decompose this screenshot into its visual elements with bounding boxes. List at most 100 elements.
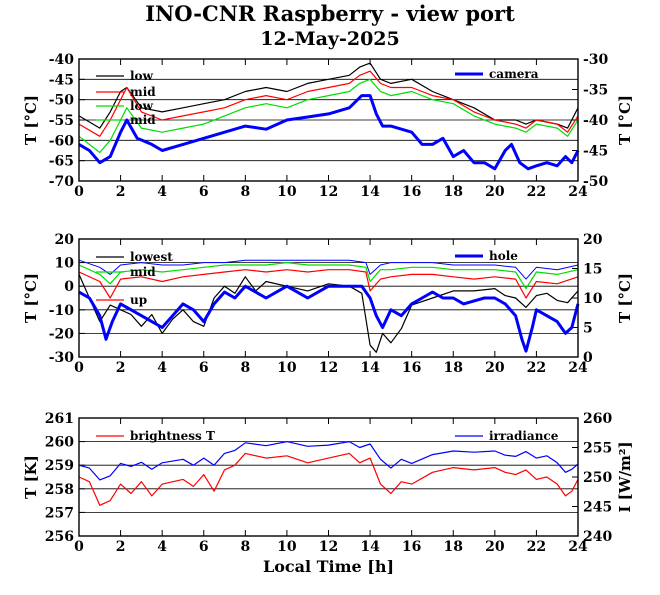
y-tick-label-right: 240 (583, 529, 612, 545)
y-tick-label-right: -40 (583, 113, 609, 129)
y-axis-label-left: T [°C] (22, 95, 40, 145)
y-tick-label-left: -65 (49, 154, 74, 170)
x-tick-label: 2 (116, 360, 126, 376)
y-tick-label-left: -55 (49, 113, 74, 129)
legend-label: brightness T (130, 429, 215, 443)
x-tick-label: 2 (116, 184, 126, 200)
y-tick-label-right: 250 (583, 470, 612, 486)
y-axis-label-right: T [°C] (616, 273, 634, 323)
x-tick-label: 0 (74, 360, 84, 376)
x-tick-label: 4 (157, 184, 167, 200)
y-axis-label-right: I [W/m²] (616, 441, 634, 512)
y-tick-label-right: -30 (583, 52, 609, 68)
y-tick-label-left: -20 (49, 326, 75, 342)
series-line-brightness T (78, 452, 579, 506)
panel-top: -70-65-60-55-50-45-40-50-45-40-35-300 2 4 6… (22, 52, 634, 200)
legend-label: hole (489, 249, 518, 263)
x-tick-label: 22 (527, 184, 546, 200)
x-tick-label: 24 (568, 360, 588, 376)
series-line-up (78, 269, 579, 299)
x-tick-label: 8 (240, 184, 250, 200)
y-axis-label-left: T [°C] (22, 273, 40, 323)
x-tick-label: 16 (402, 539, 421, 555)
series-line-unnamed (78, 259, 579, 280)
x-tick-label: 6 (199, 360, 209, 376)
series-line-camera (78, 94, 580, 171)
legend-label: low (130, 69, 154, 83)
y-tick-label-left: 260 (45, 435, 74, 451)
x-tick-label: 20 (485, 184, 505, 200)
y-tick-label-right: 245 (583, 500, 612, 516)
y-tick-label-left: -50 (49, 93, 75, 109)
x-tick-label: 0 (74, 539, 84, 555)
x-tick-label: 16 (402, 184, 421, 200)
series-line-hole (78, 284, 580, 353)
legend-label: low (130, 99, 154, 113)
legend-label: lowest (130, 250, 173, 264)
y-tick-label-left: 258 (45, 482, 74, 498)
x-tick-label: 14 (360, 184, 380, 200)
y-tick-label-right: 5 (583, 321, 593, 337)
x-tick-label: 8 (240, 539, 250, 555)
x-tick-label: 6 (199, 539, 209, 555)
x-tick-label: 16 (402, 360, 421, 376)
y-tick-label-left: -70 (49, 174, 75, 190)
chart-title: INO-CNR Raspberry - view port (145, 1, 515, 26)
x-tick-label: 4 (157, 360, 167, 376)
legend-label: mid (130, 265, 156, 279)
y-tick-label-right: 0 (583, 350, 593, 366)
x-tick-label: 24 (568, 539, 588, 555)
y-tick-label-right: -45 (583, 144, 608, 160)
series-line-lowest (78, 274, 579, 353)
series-line-low (78, 62, 579, 129)
series-line-mid (78, 262, 579, 290)
y-tick-label-left: 10 (55, 256, 75, 272)
y-tick-label-right: -35 (583, 83, 608, 99)
y-tick-label-left: 0 (64, 279, 74, 295)
x-tick-label: 14 (360, 539, 380, 555)
plot-frame (78, 58, 579, 182)
x-tick-label: 14 (360, 360, 380, 376)
y-axis-label-right: T [°C] (616, 95, 634, 145)
y-tick-label-left: -45 (49, 72, 74, 88)
x-tick-label: 8 (240, 360, 250, 376)
x-tick-label: 12 (319, 360, 338, 376)
chart-subtitle: 12-May-2025 (260, 28, 400, 50)
x-tick-label: 22 (527, 539, 546, 555)
x-tick-label: 2 (116, 539, 126, 555)
x-tick-label: 20 (485, 360, 505, 376)
x-tick-label: 18 (444, 360, 463, 376)
legend-label: mid (130, 85, 156, 99)
x-tick-label: 10 (277, 360, 297, 376)
y-tick-label-right: 10 (583, 291, 603, 307)
x-tick-label: 10 (277, 539, 297, 555)
x-axis-label: Local Time [h] (263, 557, 394, 576)
y-tick-label-right: 260 (583, 411, 612, 427)
x-tick-label: 4 (157, 539, 167, 555)
y-tick-label-right: -50 (583, 174, 609, 190)
y-tick-label-left: 257 (45, 505, 74, 521)
y-tick-label-left: -60 (49, 133, 75, 149)
y-tick-label-left: 256 (45, 529, 74, 545)
series-line-irradiance (78, 441, 579, 481)
legend-label: irradiance (489, 429, 559, 443)
plot-frame (78, 417, 579, 537)
y-tick-label-left: -40 (49, 52, 75, 68)
series-line-low (78, 78, 579, 154)
x-tick-label: 12 (319, 539, 338, 555)
x-tick-label: 18 (444, 539, 463, 555)
x-tick-label: 12 (319, 184, 338, 200)
y-tick-label-left: 20 (55, 232, 75, 248)
plot-frame (78, 238, 579, 358)
y-tick-label-left: -10 (49, 303, 75, 319)
series-line-mid (78, 70, 579, 137)
y-axis-label-left: T [K] (22, 455, 40, 499)
x-tick-label: 22 (527, 360, 546, 376)
y-tick-label-right: 15 (583, 262, 602, 278)
y-tick-label-left: -30 (49, 350, 75, 366)
x-tick-label: 18 (444, 184, 463, 200)
x-tick-label: 6 (199, 184, 209, 200)
legend-label: up (130, 293, 147, 307)
